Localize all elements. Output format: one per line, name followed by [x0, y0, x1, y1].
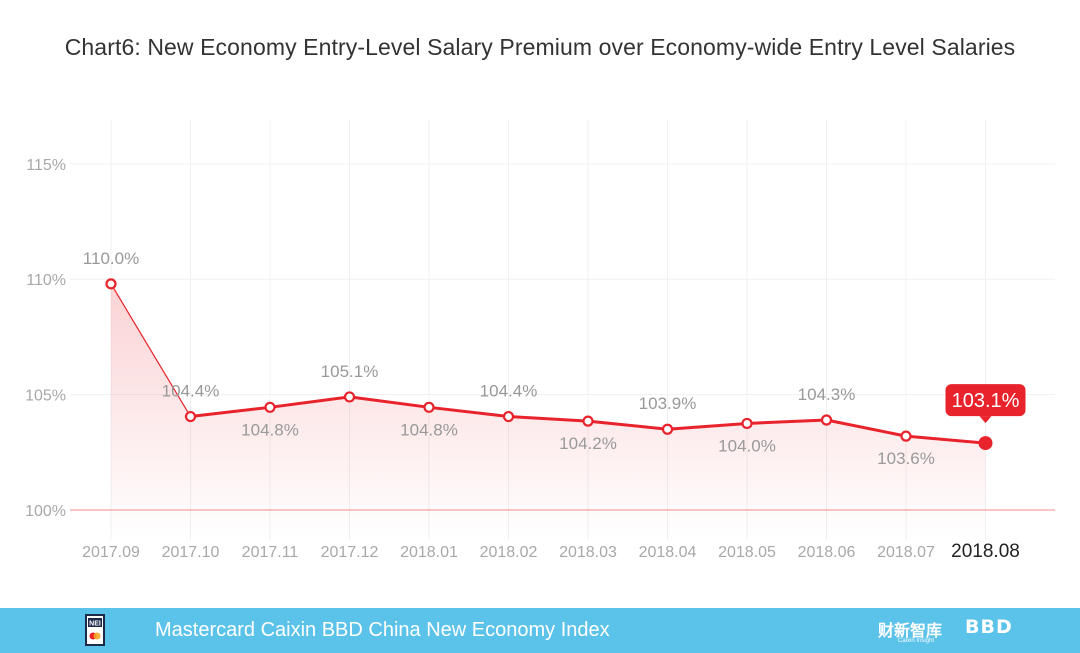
data-point: [661, 423, 674, 435]
data-label: 110.0%: [83, 249, 139, 268]
y-tick-label: 115%: [26, 157, 66, 174]
data-point: [264, 401, 276, 413]
x-tick-label: 2017.10: [162, 544, 220, 561]
x-tick-label: 2018.03: [559, 544, 617, 561]
data-label: 104.8%: [241, 420, 299, 439]
data-label: 104.4%: [480, 382, 538, 401]
line-segment: [666, 421, 749, 431]
x-tick-label: 2018.05: [718, 544, 776, 561]
line-segment: [268, 395, 351, 409]
y-tick-label: 110%: [26, 272, 66, 289]
callout-pointer: [979, 416, 992, 424]
line-segment: [189, 405, 272, 419]
y-tick-label: 105%: [25, 388, 66, 405]
footer-title: Mastercard Caixin BBD China New Economy …: [155, 619, 610, 641]
x-tick-label: 2017.11: [242, 544, 299, 561]
data-label: 104.2%: [559, 434, 617, 453]
x-tick-label: 2017.09: [82, 544, 140, 561]
data-point: [900, 430, 912, 442]
x-tick-label: 2017.12: [321, 544, 379, 561]
y-axis: 100% 105% 110% 115%: [25, 157, 66, 520]
data-point: [184, 410, 197, 423]
y-tick-label: 100%: [25, 503, 66, 520]
x-tick-label: 2018.07: [877, 544, 935, 561]
x-tick-label: 2018.04: [639, 544, 697, 561]
line-segment: [110, 283, 192, 418]
line-chart: 100%105%110%115% 2017.09 2017.10 2017.11 20…: [25, 120, 1055, 562]
data-point: [820, 414, 833, 426]
area-path: [111, 283, 986, 540]
line-segment: [507, 415, 590, 423]
x-axis: 2017.09 2017.10 2017.11 2017.12 2018.01 2018.…: [82, 541, 1020, 562]
data-label: 104.0%: [718, 436, 776, 455]
caixin-insight-logo: 财新智库: [878, 621, 943, 640]
callout-box: [945, 384, 1026, 417]
footer-bar: NEI Mastercard Caixin BBD China New Econ…: [0, 608, 1080, 653]
data-label: 104.4%: [162, 382, 220, 401]
data-points: [105, 278, 993, 451]
chart-title: Chart6: New Economy Entry-Level Salary P…: [64, 34, 1016, 60]
caixin-insight-sub: Caixin Insight: [898, 638, 935, 644]
data-point: [343, 391, 356, 403]
data-point: [105, 278, 117, 290]
data-point: [582, 415, 594, 427]
line-segment: [825, 418, 908, 438]
data-label: 103.6%: [877, 449, 935, 468]
data-point: [741, 417, 753, 430]
x-tick-label: 2018.01: [400, 544, 458, 561]
x-tick-label: 2018.06: [798, 544, 856, 561]
data-label: 105.1%: [321, 362, 379, 381]
bbd-logo: BBD: [965, 616, 1013, 638]
line-segment: [427, 405, 510, 419]
line-segment: [348, 395, 431, 409]
x-tick-label: 2018.08: [951, 541, 1020, 562]
data-label: 103.1%: [952, 390, 1020, 412]
x-tick-label: 2018.02: [480, 544, 538, 561]
data-labels: 110.0% 104.4% 104.8% 105.1% 104.8% 104.4% 104.…: [83, 249, 1026, 468]
nei-logo-icon: NEI: [85, 614, 105, 646]
data-point: [502, 410, 515, 423]
data-point-highlight: [978, 436, 993, 451]
data-label: 104.8%: [400, 420, 458, 439]
area-fill: [111, 283, 986, 540]
line-segment: [586, 419, 669, 431]
line-segment: [745, 418, 828, 425]
data-label: 103.9%: [639, 394, 697, 413]
series-line: [110, 283, 987, 445]
line-segment: [904, 434, 987, 445]
svg-text:NEI: NEI: [89, 621, 101, 628]
data-label: 104.3%: [798, 385, 856, 404]
data-point: [423, 401, 435, 413]
callout-label: 103.1%: [945, 384, 1026, 424]
